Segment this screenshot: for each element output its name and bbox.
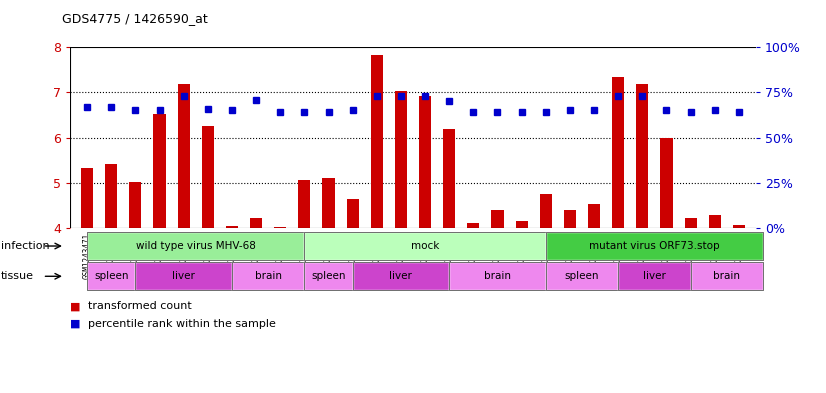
Bar: [661, 138, 672, 228]
Text: percentile rank within the sample: percentile rank within the sample: [88, 319, 276, 329]
Bar: [444, 129, 455, 228]
Bar: [636, 84, 648, 228]
Bar: [226, 226, 238, 228]
Bar: [685, 218, 696, 228]
Bar: [588, 204, 600, 228]
Text: spleen: spleen: [311, 271, 346, 281]
Bar: [564, 210, 576, 228]
Text: tissue: tissue: [1, 271, 34, 281]
Bar: [178, 84, 190, 228]
Text: brain: brain: [254, 271, 282, 281]
Bar: [612, 77, 624, 228]
Bar: [539, 194, 552, 228]
Text: ■: ■: [70, 301, 81, 311]
Text: brain: brain: [714, 271, 740, 281]
Bar: [491, 210, 504, 228]
Text: liver: liver: [173, 271, 195, 281]
Text: GDS4775 / 1426590_at: GDS4775 / 1426590_at: [62, 12, 207, 25]
Bar: [81, 168, 93, 228]
Text: mutant virus ORF73.stop: mutant virus ORF73.stop: [589, 241, 719, 251]
Text: spleen: spleen: [565, 271, 599, 281]
Text: mock: mock: [411, 241, 439, 251]
Bar: [322, 178, 335, 228]
Bar: [419, 96, 431, 228]
Text: spleen: spleen: [94, 271, 129, 281]
Bar: [274, 227, 287, 228]
Bar: [515, 221, 528, 228]
Text: brain: brain: [484, 271, 511, 281]
Bar: [371, 55, 382, 228]
Text: wild type virus MHV-68: wild type virus MHV-68: [135, 241, 256, 251]
Bar: [395, 91, 407, 228]
Bar: [709, 215, 721, 228]
Bar: [298, 180, 311, 228]
Bar: [468, 223, 479, 228]
Bar: [105, 164, 117, 228]
Text: liver: liver: [390, 271, 412, 281]
Bar: [347, 198, 358, 228]
Bar: [250, 218, 262, 228]
Bar: [202, 126, 214, 228]
Text: ■: ■: [70, 319, 81, 329]
Text: transformed count: transformed count: [88, 301, 192, 311]
Text: liver: liver: [643, 271, 666, 281]
Bar: [154, 114, 165, 228]
Bar: [733, 225, 745, 228]
Bar: [130, 182, 141, 228]
Text: infection: infection: [1, 241, 50, 251]
